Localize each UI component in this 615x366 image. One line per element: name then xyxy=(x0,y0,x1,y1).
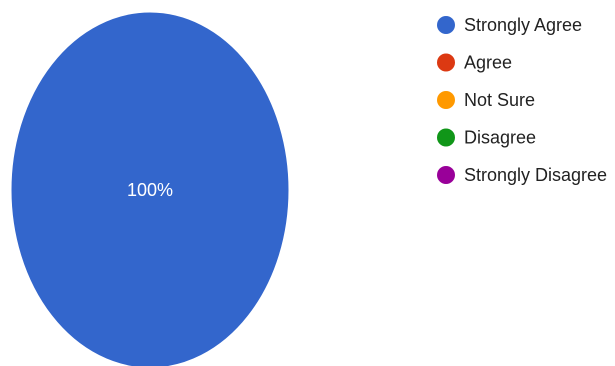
legend-label-not-sure: Not Sure xyxy=(464,90,535,110)
legend-label-agree: Agree xyxy=(464,53,512,73)
legend-label-strongly-agree: Strongly Agree xyxy=(464,15,582,35)
legend-item-not-sure: Not Sure xyxy=(437,90,535,110)
legend-swatch-strongly-disagree xyxy=(437,166,455,184)
pie-slices xyxy=(10,11,290,366)
legend-label-strongly-disagree: Strongly Disagree xyxy=(464,165,607,185)
legend-item-disagree: Disagree xyxy=(437,128,536,148)
legend-swatch-disagree xyxy=(437,128,455,147)
legend-label-disagree: Disagree xyxy=(464,128,536,148)
pie-slice-labels: 100% xyxy=(127,180,173,200)
legend-item-strongly-agree: Strongly Agree xyxy=(437,15,582,35)
legend: Strongly Agree Agree Not Sure Disagree Stron… xyxy=(437,15,607,185)
legend-swatch-strongly-agree xyxy=(437,16,455,34)
slice-label-strongly-agree: 100% xyxy=(127,180,173,200)
legend-swatch-agree xyxy=(437,53,455,72)
pie-slice-strongly-agree xyxy=(10,11,290,366)
legend-swatch-not-sure xyxy=(437,91,455,109)
legend-item-agree: Agree xyxy=(437,53,512,73)
legend-item-strongly-disagree: Strongly Disagree xyxy=(437,165,607,185)
